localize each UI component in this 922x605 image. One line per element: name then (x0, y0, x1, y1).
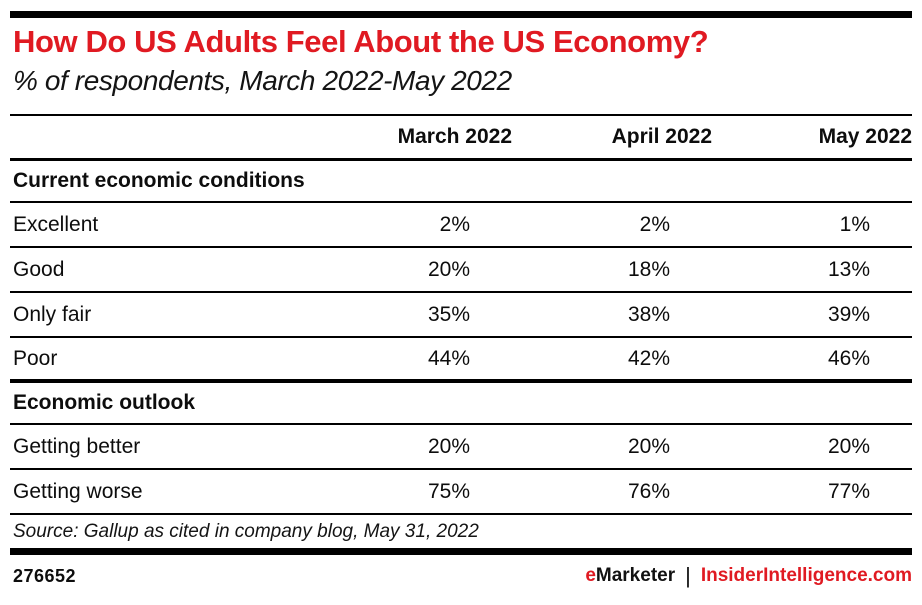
cell-value: 75% (427, 479, 470, 503)
cell-value: 18% (627, 257, 670, 281)
cell-value: 77% (827, 479, 870, 503)
page-subtitle: % of respondents, March 2022-May 2022 (13, 65, 512, 96)
cell-value: 38% (627, 302, 670, 326)
section-header-row: Economic outlook (10, 383, 912, 425)
insider-intelligence-link[interactable]: InsiderIntelligence.com (700, 565, 912, 586)
brand-emarketer-e: e (585, 565, 596, 586)
table-row: Good 20% 18% 13% (10, 248, 912, 293)
section-header-row: Current economic conditions (10, 161, 912, 203)
cell-value: 20% (827, 434, 870, 458)
table-body: Current economic conditions Excellent 2% 2%… (10, 161, 912, 515)
footer: 276652 e Marketer | InsiderIntelligence.c… (10, 563, 912, 589)
cell-value: 1% (839, 212, 870, 236)
table-header-row: March 2022 April 2022 May 2022 (10, 116, 912, 161)
brand-lockup: e Marketer | InsiderIntelligence.com (585, 563, 912, 589)
cell-value: 76% (627, 479, 670, 503)
section-label: Economic outlook (13, 391, 196, 414)
column-header-may-2022: May 2022 (818, 125, 912, 148)
chart-card: How Do US Adults Feel About the US Econo… (0, 11, 922, 589)
table-row: Excellent 2% 2% 1% (10, 203, 912, 248)
cell-value: 20% (427, 257, 470, 281)
cell-value: 39% (827, 302, 870, 326)
top-divider (10, 11, 912, 18)
section-label: Current economic conditions (13, 169, 305, 192)
table-row: Poor 44% 42% 46% (10, 338, 912, 383)
cell-value: 20% (627, 434, 670, 458)
bottom-divider (10, 548, 912, 555)
brand-separator: | (685, 563, 691, 588)
cell-value: 2% (439, 212, 470, 236)
cell-value: 46% (827, 346, 870, 370)
row-label: Only fair (13, 302, 92, 326)
table-row: Getting better 20% 20% 20% (10, 425, 912, 470)
page-title: How Do US Adults Feel About the US Econo… (13, 24, 709, 59)
cell-value: 13% (827, 257, 870, 281)
row-label: Poor (13, 346, 58, 370)
table-row: Getting worse 75% 76% 77% (10, 470, 912, 515)
cell-value: 2% (639, 212, 670, 236)
chart-id: 276652 (13, 565, 77, 586)
row-label: Good (13, 257, 65, 281)
row-label: Getting worse (13, 479, 143, 503)
column-header-april-2022: April 2022 (611, 125, 712, 148)
source-note: Source: Gallup as cited in company blog,… (13, 520, 479, 542)
cell-value: 42% (627, 346, 670, 370)
cell-value: 20% (427, 434, 470, 458)
row-label: Getting better (13, 434, 141, 458)
data-table: March 2022 April 2022 May 2022 Current e… (10, 114, 912, 515)
brand-emarketer-rest: Marketer (595, 565, 676, 586)
cell-value: 44% (427, 346, 470, 370)
table-row: Only fair 35% 38% 39% (10, 293, 912, 338)
row-label: Excellent (13, 212, 99, 236)
cell-value: 35% (427, 302, 470, 326)
column-header-march-2022: March 2022 (397, 125, 512, 148)
